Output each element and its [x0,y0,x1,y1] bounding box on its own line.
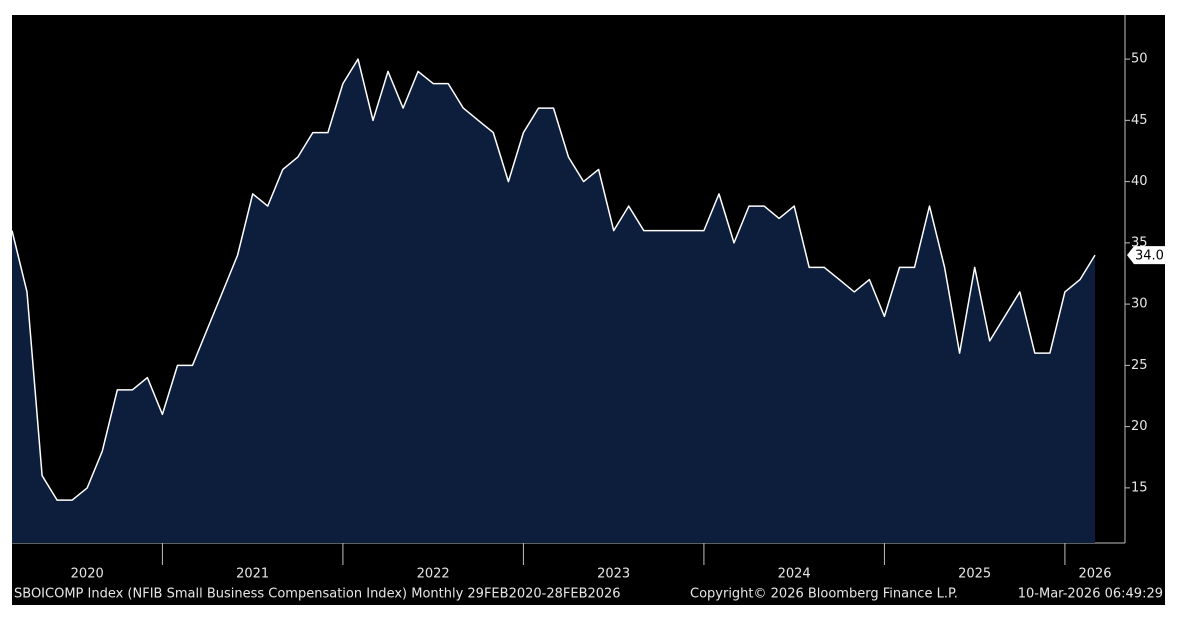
x-tick-label: 2021 [236,567,269,582]
y-tick-label: 20 [1131,419,1148,434]
x-tick-label: 2020 [71,567,104,582]
x-tick-label: 2025 [958,567,991,582]
line [11,58,1096,501]
y-tick-label: 15 [1131,480,1148,495]
x-tick-label: 2026 [1078,567,1111,582]
footer-timestamp: 10-Mar-2026 06:49:29 [1018,587,1163,602]
y-tick-label: 50 [1131,52,1148,67]
last-value-label: 34.0 [1135,249,1164,264]
x-tick-label: 2024 [778,567,811,582]
y-tick-label: 25 [1131,358,1148,373]
last-value-box [1127,246,1165,265]
x-tick-label: 2022 [417,567,450,582]
area-fill [12,59,1095,543]
footer-source: Copyright© 2026 Bloomberg Finance L.P. [690,587,958,602]
y-tick-label: 45 [1131,113,1148,128]
footer-title: SBOICOMP Index (NFIB Small Business Comp… [14,587,621,602]
y-tick-label: 30 [1131,297,1148,312]
y-tick-label: 40 [1131,174,1148,189]
x-tick-label: 2023 [597,567,630,582]
